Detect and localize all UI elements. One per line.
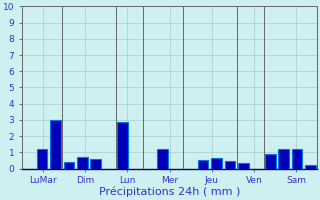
- Bar: [225, 161, 235, 169]
- X-axis label: Précipitations 24h ( mm ): Précipitations 24h ( mm ): [99, 187, 240, 197]
- Bar: [265, 154, 276, 169]
- Bar: [278, 149, 289, 169]
- Bar: [157, 149, 168, 169]
- Bar: [77, 157, 88, 169]
- Bar: [292, 149, 302, 169]
- Bar: [50, 120, 61, 169]
- Bar: [117, 122, 128, 169]
- Bar: [238, 163, 249, 169]
- Bar: [90, 159, 101, 169]
- Bar: [37, 149, 47, 169]
- Bar: [211, 158, 222, 169]
- Bar: [305, 165, 316, 169]
- Bar: [198, 160, 209, 169]
- Bar: [64, 162, 74, 169]
